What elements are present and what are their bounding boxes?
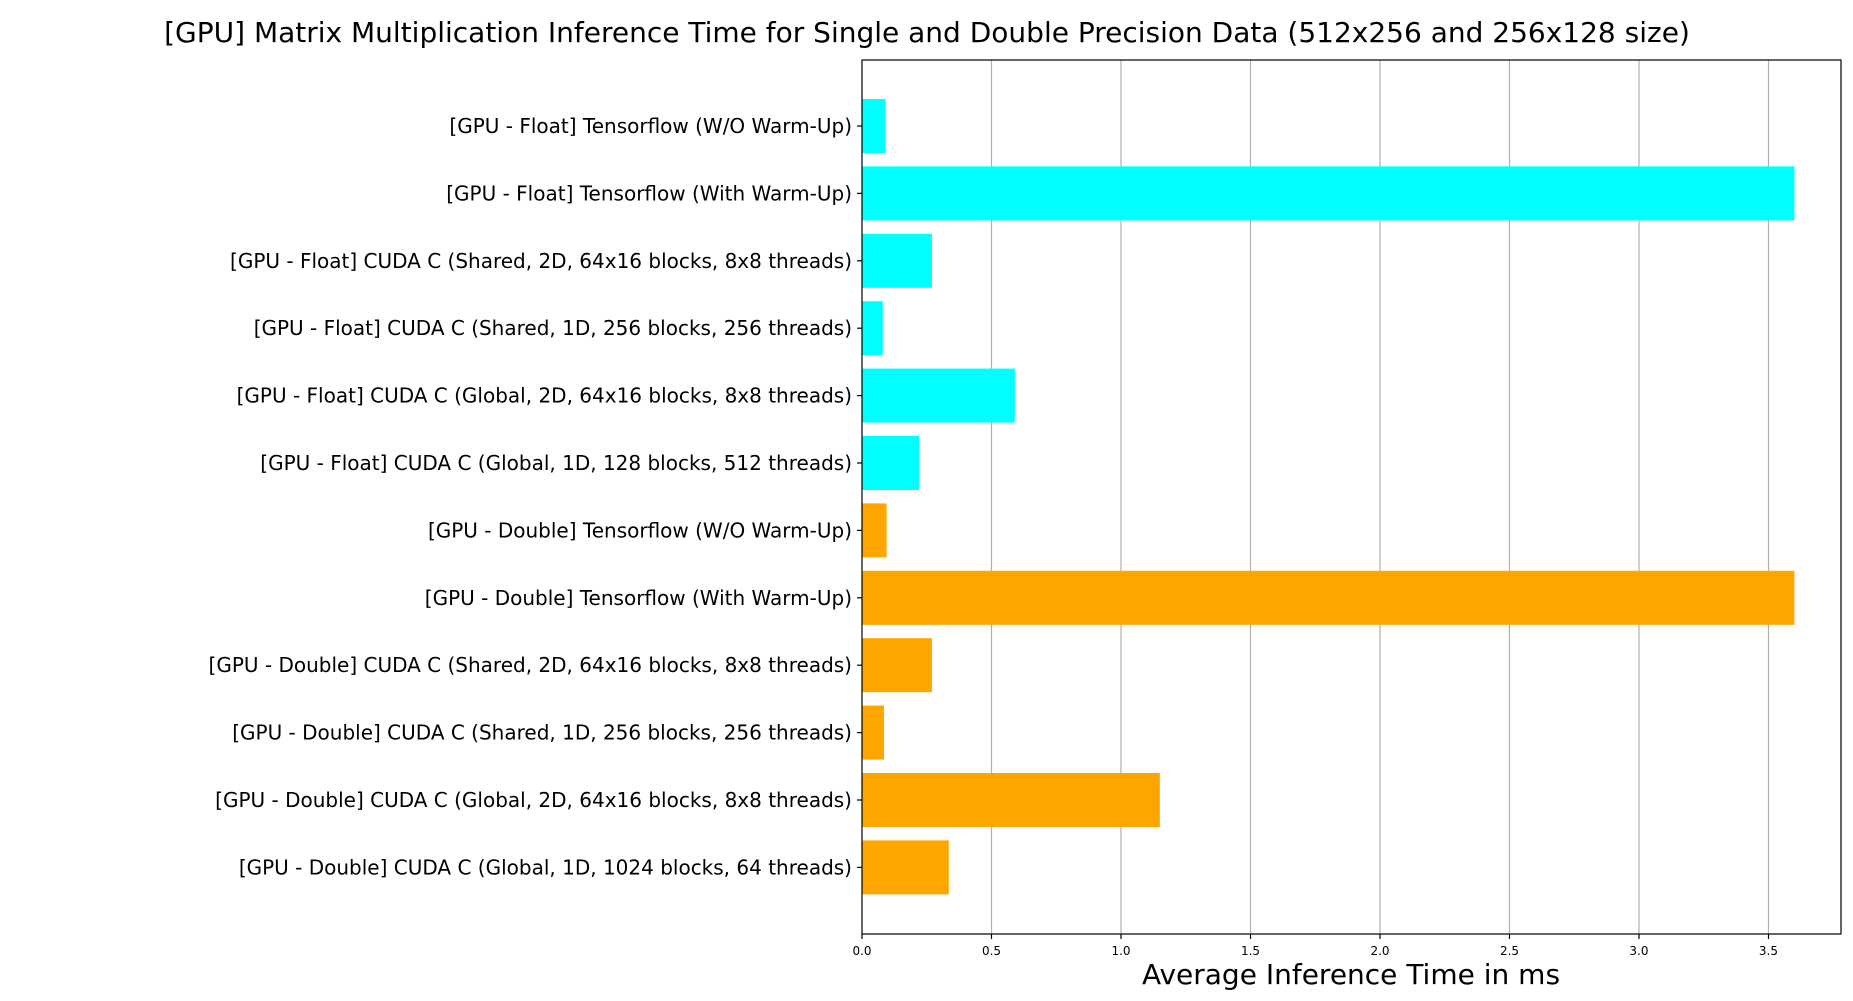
x-tick-label: 0.0	[852, 944, 871, 958]
x-tick-label: 2.0	[1370, 944, 1389, 958]
category-label: [GPU - Float] CUDA C (Global, 2D, 64x16 …	[237, 384, 852, 408]
category-label: [GPU - Double] CUDA C (Global, 1D, 1024 …	[239, 855, 852, 879]
category-label: [GPU - Double] CUDA C (Shared, 1D, 256 b…	[232, 721, 852, 745]
x-tick-label: 0.5	[982, 944, 1001, 958]
category-label: [GPU - Double] CUDA C (Shared, 2D, 64x16…	[209, 653, 852, 677]
bar-float	[862, 436, 919, 490]
chart-title: [GPU] Matrix Multiplication Inference Ti…	[164, 16, 1690, 49]
x-tick-label: 1.5	[1241, 944, 1260, 958]
plot-frame	[861, 59, 1842, 935]
category-label: [GPU - Double] CUDA C (Global, 2D, 64x16…	[215, 788, 852, 812]
x-tick-label: 3.0	[1629, 944, 1648, 958]
bar-double	[862, 705, 885, 760]
bars	[862, 99, 1795, 895]
category-label: [GPU - Float] CUDA C (Shared, 2D, 64x16 …	[230, 249, 852, 273]
bar-double	[862, 840, 949, 895]
category-label: [GPU - Double] Tensorflow (With Warm-Up)	[425, 586, 852, 610]
bar-float	[862, 99, 886, 153]
category-label: [GPU - Float] Tensorflow (W/O Warm-Up)	[449, 114, 852, 138]
x-axis-ticks: 0.0 0.5 1.0 1.5 2.0 2.5 3.0 3.5	[852, 934, 1778, 958]
x-tick-label: 1.0	[1111, 944, 1130, 958]
bar-double	[862, 570, 1795, 625]
category-labels: [GPU - Float] Tensorflow (W/O Warm-Up) [G…	[209, 114, 862, 879]
category-label: [GPU - Float] Tensorflow (With Warm-Up)	[446, 181, 852, 205]
bar-double	[862, 638, 932, 693]
x-tick-label: 2.5	[1500, 944, 1519, 958]
x-axis-label: Average Inference Time in ms	[1142, 958, 1560, 991]
bar-float	[862, 368, 1015, 423]
bar-float	[862, 301, 883, 356]
bar-float	[862, 166, 1795, 221]
bar-double	[862, 503, 887, 558]
category-label: [GPU - Float] CUDA C (Shared, 1D, 256 bl…	[254, 316, 852, 340]
category-label: [GPU - Float] CUDA C (Global, 1D, 128 bl…	[260, 451, 852, 475]
x-tick-label: 3.5	[1759, 944, 1778, 958]
bar-float	[862, 233, 932, 288]
category-label: [GPU - Double] Tensorflow (W/O Warm-Up)	[428, 518, 852, 542]
bar-double	[862, 773, 1160, 827]
